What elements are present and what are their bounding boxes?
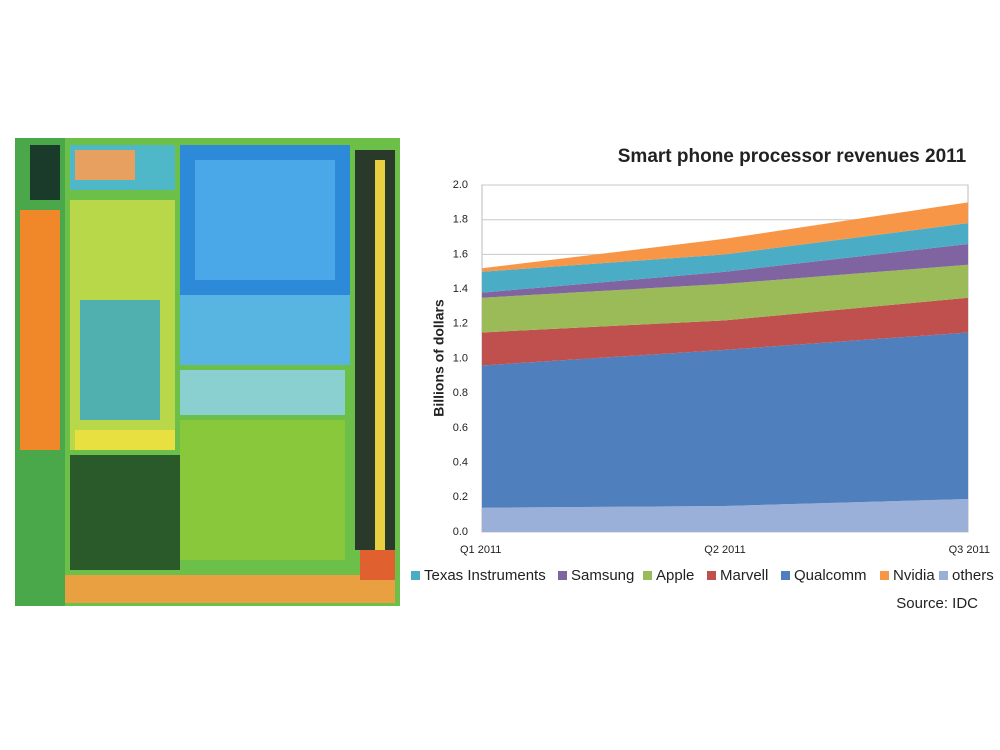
- y-tick-label: 1.2: [453, 318, 468, 330]
- die-block: [180, 295, 350, 365]
- die-block: [20, 210, 60, 450]
- legend-swatch: [781, 571, 790, 580]
- legend-label: Samsung: [571, 567, 634, 584]
- area: [482, 264, 968, 333]
- chart-title: Smart phone processor revenues 2011: [618, 146, 967, 167]
- legend-label: Apple: [656, 567, 694, 584]
- legend-swatch: [939, 571, 948, 580]
- die-block: [195, 160, 335, 280]
- y-tick-label: 1.0: [453, 352, 468, 364]
- die-block: [360, 550, 395, 580]
- y-axis-label: Billions of dollars: [431, 299, 447, 417]
- area: [482, 499, 968, 532]
- die-block: [65, 575, 395, 603]
- legend-label: others: [952, 567, 994, 584]
- die-block: [80, 300, 160, 420]
- x-tick-label: Q1 2011: [460, 544, 501, 556]
- legend-label: Qualcomm: [794, 567, 867, 584]
- legend-swatch: [707, 571, 716, 580]
- y-tick-label: 0.2: [453, 491, 468, 503]
- legend-swatch: [411, 571, 420, 580]
- legend-label: Marvell: [720, 567, 768, 584]
- die-block: [375, 160, 385, 550]
- area: [482, 297, 968, 366]
- plot: 0.0 0.2 0.4 0.6 0.8 1.0 1.2 1.4 1.6 1.8 2.0 Q1 2011…: [411, 179, 994, 584]
- area: [482, 243, 968, 298]
- x-tick-label: Q3 2011: [949, 544, 990, 556]
- area: [482, 223, 968, 293]
- die-block: [180, 370, 345, 415]
- y-tick-label: 0.6: [453, 422, 468, 434]
- area: [482, 202, 968, 272]
- die-block: [180, 420, 345, 560]
- legend-label: Nvidia: [893, 567, 935, 584]
- die-block: [30, 145, 60, 200]
- y-tick-label: 0.4: [453, 457, 468, 469]
- area: [482, 332, 968, 508]
- y-tick-label: 0.0: [453, 526, 468, 538]
- legend-swatch: [558, 571, 567, 580]
- legend-swatch: [880, 571, 889, 580]
- y-tick-label: 1.4: [453, 283, 468, 295]
- y-tick-label: 0.8: [453, 387, 468, 399]
- x-tick-label: Q2 2011: [704, 544, 745, 556]
- source-note: Source: IDC: [896, 595, 978, 612]
- y-tick-label: 1.8: [453, 214, 468, 226]
- die-photo: [15, 138, 400, 606]
- y-tick-label: 2.0: [453, 179, 468, 191]
- die-block: [75, 150, 135, 180]
- legend-swatch: [643, 571, 652, 580]
- y-tick-label: 1.6: [453, 248, 468, 260]
- legend-label: Texas Instruments: [424, 567, 546, 584]
- die-block: [70, 455, 180, 570]
- die-block: [75, 430, 175, 450]
